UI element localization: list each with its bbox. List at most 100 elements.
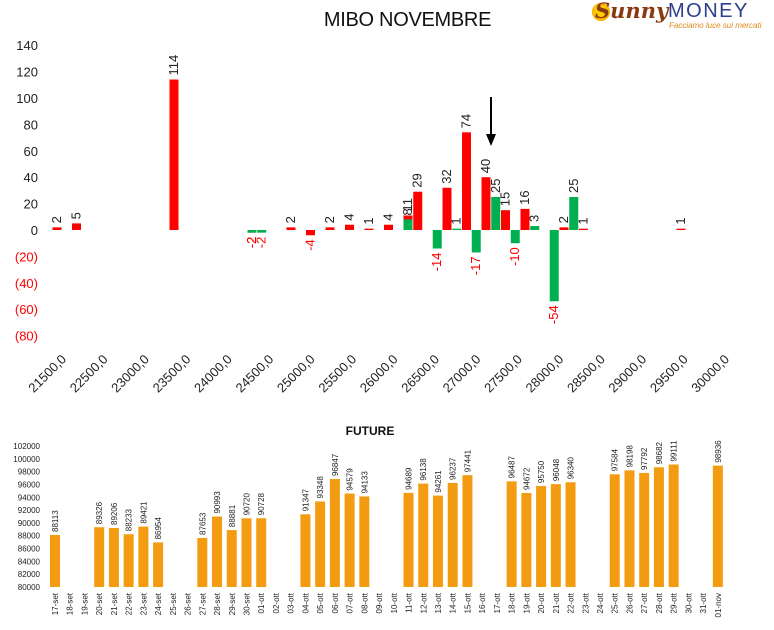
x-tick-label: 26000,0 <box>357 352 401 396</box>
data-label: 4 <box>342 213 357 220</box>
bar <box>565 482 576 587</box>
x-tick-label: 25000,0 <box>274 352 318 396</box>
x-tick-label: 21-ott <box>552 592 561 613</box>
logo-tagline: Facciamo luce sui mercati <box>669 21 762 30</box>
bar <box>169 79 179 231</box>
bar <box>153 542 164 587</box>
y-tick-label: (40) <box>15 276 38 291</box>
x-tick-label: 17-set <box>51 592 60 615</box>
y-tick-label: 94000 <box>18 493 41 502</box>
x-tick-label: 01-nov <box>714 593 723 617</box>
x-tick-label: 01-ott <box>257 592 266 613</box>
x-tick-label: 22500,0 <box>67 352 111 396</box>
x-tick-label: 26-ott <box>625 592 634 613</box>
data-label: 96340 <box>567 456 576 479</box>
data-label: 90720 <box>242 492 251 515</box>
bar <box>536 486 547 587</box>
bar <box>403 219 413 230</box>
x-tick-label: 14-ott <box>449 592 458 613</box>
data-label: -2 <box>244 237 259 249</box>
data-label: 90993 <box>213 491 222 514</box>
bar <box>432 230 442 249</box>
x-tick-label: 19-set <box>80 592 89 615</box>
x-tick-label: 22-ott <box>567 592 576 613</box>
data-label: -10 <box>507 247 522 266</box>
x-tick-label: 29-set <box>228 592 237 615</box>
x-tick-label: 24-ott <box>596 592 605 613</box>
data-label: 88881 <box>228 504 237 527</box>
data-label: 98198 <box>625 445 634 468</box>
y-tick-label: 84000 <box>18 557 41 566</box>
chart-title: MIBO NOVEMBRE <box>323 9 492 31</box>
x-tick-label: 13-ott <box>434 592 443 613</box>
data-label: 25 <box>488 179 503 193</box>
bar <box>712 465 723 587</box>
data-label: 86954 <box>154 517 163 540</box>
bar <box>569 197 579 230</box>
bar <box>579 228 588 230</box>
bar <box>624 470 635 587</box>
bar <box>257 230 267 233</box>
bar <box>256 518 267 587</box>
x-tick-label: 29500,0 <box>647 352 691 396</box>
bar <box>364 228 374 230</box>
data-label: 94689 <box>405 467 414 490</box>
x-tick-label: 19-ott <box>522 592 531 613</box>
x-tick-label: 23-ott <box>581 592 590 613</box>
x-tick-label: 30-ott <box>684 592 693 613</box>
data-label: 32 <box>439 169 454 183</box>
x-tick-label: 24000,0 <box>191 352 235 396</box>
bar <box>286 227 296 230</box>
data-label: -17 <box>468 256 483 275</box>
x-tick-label: 11-ott <box>405 592 414 613</box>
bar <box>639 472 650 587</box>
bar <box>471 230 481 253</box>
data-label: 97792 <box>640 447 649 470</box>
x-tick-label: 27500,0 <box>481 352 525 396</box>
y-tick-label: 86000 <box>18 545 41 554</box>
data-label: 96048 <box>552 458 561 481</box>
data-label: 88233 <box>125 508 134 531</box>
x-tick-label: 24500,0 <box>232 352 276 396</box>
data-label: 16 <box>517 190 532 204</box>
bar <box>197 537 208 587</box>
y-tick-label: 60 <box>24 144 38 159</box>
bar <box>300 514 311 587</box>
y-tick-label: 80 <box>24 117 38 132</box>
data-label: 89421 <box>139 501 148 524</box>
bar <box>123 534 134 587</box>
x-tick-label: 26500,0 <box>398 352 442 396</box>
data-label: 1 <box>576 217 591 224</box>
x-tick-label: 15-ott <box>463 592 472 613</box>
x-tick-label: 20-set <box>95 592 104 615</box>
data-label: 2 <box>49 216 64 223</box>
bar <box>359 496 370 587</box>
y-tick-label: 100000 <box>13 455 40 464</box>
data-label: 1 <box>673 217 688 224</box>
data-label: 11 <box>400 198 415 212</box>
data-label: 98936 <box>714 440 723 463</box>
data-label: 98682 <box>655 441 664 464</box>
data-label: 15 <box>498 192 513 206</box>
data-label: 90728 <box>257 492 266 515</box>
bar <box>668 464 679 587</box>
bar <box>329 479 340 587</box>
data-label: 5 <box>69 212 84 219</box>
data-label: 4 <box>381 213 396 220</box>
bar <box>325 227 335 230</box>
x-tick-label: 06-ott <box>331 592 340 613</box>
x-tick-label: 21500,0 <box>25 352 69 396</box>
bar <box>520 208 530 230</box>
x-tick-label: 28-set <box>213 592 222 615</box>
brand-logo: Sunny MONEY Facciamo luce sui mercati <box>592 0 772 36</box>
x-tick-label: 26-set <box>184 592 193 615</box>
x-tick-label: 23500,0 <box>150 352 194 396</box>
x-tick-label: 25-set <box>169 592 178 615</box>
data-label: 88113 <box>51 510 60 532</box>
data-label: -2 <box>244 237 259 249</box>
x-tick-label: 25-ott <box>611 592 620 613</box>
bar <box>384 224 393 230</box>
y-tick-label: 82000 <box>18 570 41 579</box>
x-tick-label: 23-set <box>139 592 148 615</box>
x-tick-label: 25500,0 <box>315 352 359 396</box>
